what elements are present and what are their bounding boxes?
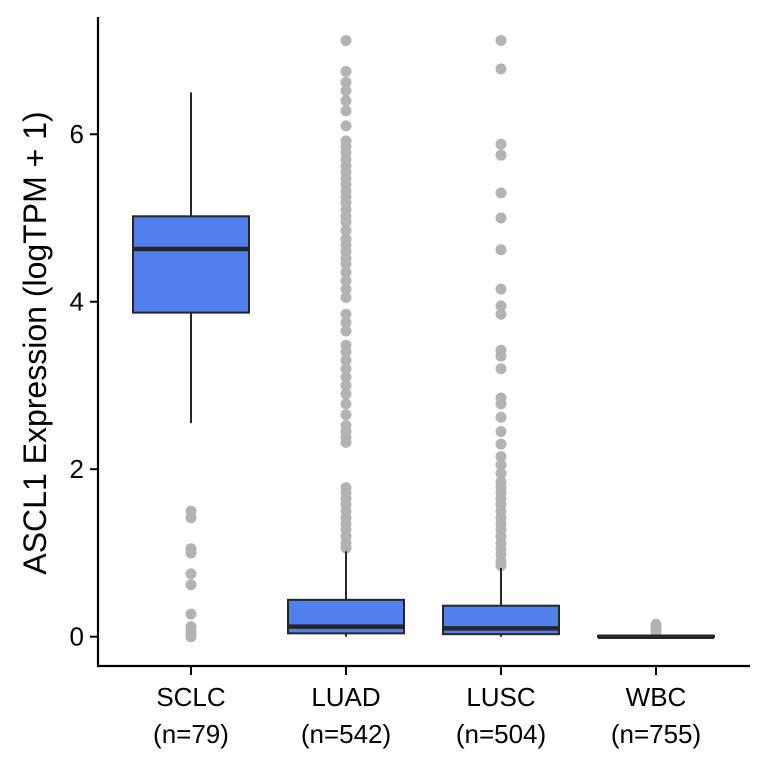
box-group-lusc bbox=[442, 34, 560, 637]
outlier-point bbox=[495, 438, 507, 450]
outlier-point bbox=[340, 388, 352, 400]
x-tick-label: LUSC bbox=[466, 682, 535, 712]
outlier-point bbox=[340, 258, 352, 270]
outlier-point bbox=[340, 542, 352, 554]
outlier-point bbox=[340, 346, 352, 358]
outlier-point bbox=[495, 149, 507, 161]
box-group-wbc bbox=[597, 618, 715, 639]
outlier-point bbox=[495, 398, 507, 410]
outlier-point bbox=[185, 568, 197, 580]
y-axis-title: ASCL1 Expression (logTPM + 1) bbox=[17, 111, 53, 574]
x-tick-label: LUAD bbox=[311, 682, 380, 712]
outlier-point bbox=[495, 138, 507, 150]
outlier-point bbox=[495, 63, 507, 75]
outlier-point bbox=[340, 379, 352, 391]
outlier-point bbox=[495, 187, 507, 199]
outlier-point bbox=[340, 436, 352, 448]
x-tick-sample-size: (n=504) bbox=[456, 719, 546, 749]
outlier-point bbox=[340, 95, 352, 107]
axes bbox=[96, 17, 750, 668]
box-group-luad bbox=[287, 34, 405, 637]
outlier-point bbox=[340, 85, 352, 97]
x-tick-sample-size: (n=755) bbox=[611, 719, 701, 749]
outlier-point bbox=[495, 363, 507, 375]
outlier-point bbox=[340, 65, 352, 77]
y-tick-label: 4 bbox=[70, 287, 84, 317]
plot-area bbox=[132, 34, 715, 643]
outlier-point bbox=[340, 325, 352, 337]
outlier-point bbox=[340, 105, 352, 117]
outlier-point bbox=[340, 409, 352, 421]
outlier-point bbox=[340, 275, 352, 287]
outlier-point bbox=[340, 398, 352, 410]
outlier-point bbox=[340, 283, 352, 295]
outlier-point bbox=[185, 608, 197, 620]
y-ticks: 0 2 4 6 bbox=[70, 119, 98, 652]
outlier-point bbox=[340, 266, 352, 278]
outlier-point bbox=[495, 283, 507, 295]
outlier-point bbox=[185, 547, 197, 559]
outlier-point bbox=[185, 631, 197, 643]
outlier-point bbox=[340, 308, 352, 320]
y-tick-label: 0 bbox=[70, 622, 84, 652]
x-tick-label: WBC bbox=[626, 682, 687, 712]
outlier-point bbox=[495, 300, 507, 312]
outlier-point bbox=[495, 34, 507, 46]
y-tick-label: 2 bbox=[70, 454, 84, 484]
outlier-point bbox=[185, 579, 197, 591]
outlier-point bbox=[340, 292, 352, 304]
outlier-point bbox=[340, 76, 352, 88]
outlier-point bbox=[495, 411, 507, 423]
outlier-point bbox=[340, 354, 352, 366]
x-ticks: SCLC (n=79) LUAD (n=542) LUSC (n=504) WBC (n=75… bbox=[153, 667, 701, 749]
x-tick-sample-size: (n=542) bbox=[301, 719, 391, 749]
outlier-point bbox=[495, 560, 507, 572]
outlier-point bbox=[185, 512, 197, 524]
outlier-point bbox=[495, 244, 507, 256]
outlier-point bbox=[340, 120, 352, 132]
outlier-point bbox=[495, 212, 507, 224]
outlier-point bbox=[495, 426, 507, 438]
x-tick-sample-size: (n=79) bbox=[153, 719, 229, 749]
outlier-point bbox=[340, 225, 352, 237]
outlier-point bbox=[495, 308, 507, 320]
outlier-point bbox=[340, 363, 352, 375]
outlier-point bbox=[495, 350, 507, 362]
outlier-point bbox=[495, 459, 507, 471]
outlier-point bbox=[495, 467, 507, 479]
x-tick-label: SCLC bbox=[156, 682, 225, 712]
outlier-point bbox=[340, 34, 352, 46]
outlier-point bbox=[340, 371, 352, 383]
outlier-point bbox=[340, 216, 352, 228]
outlier-point bbox=[495, 451, 507, 463]
box-group-sclc bbox=[132, 92, 250, 643]
box-iqr bbox=[132, 215, 250, 314]
outlier-point bbox=[340, 317, 352, 329]
y-tick-label: 6 bbox=[70, 119, 84, 149]
